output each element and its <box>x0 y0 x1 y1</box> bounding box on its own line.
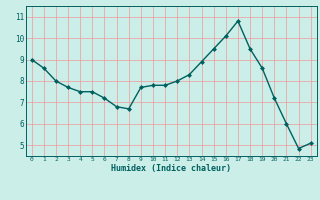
X-axis label: Humidex (Indice chaleur): Humidex (Indice chaleur) <box>111 164 231 173</box>
